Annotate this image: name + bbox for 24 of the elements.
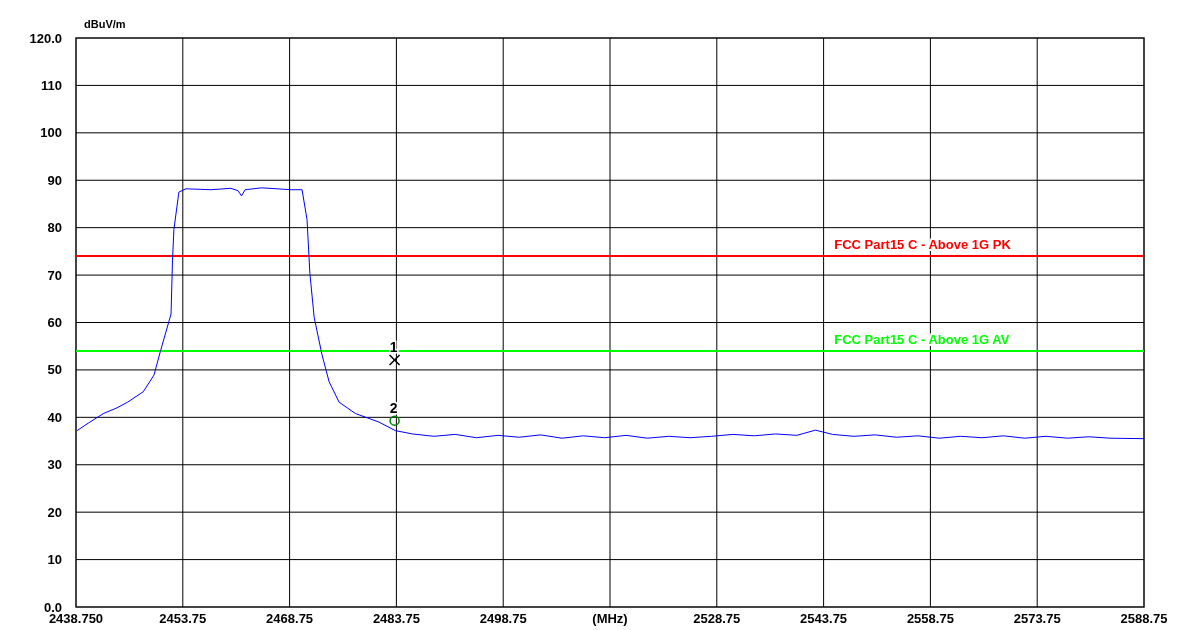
y-tick-label: 60: [47, 315, 62, 331]
y-tick-label: 50: [47, 362, 62, 378]
y-tick-label: 30: [47, 457, 62, 473]
x-tick-label: 2498.75: [479, 611, 527, 626]
x-tick-label: 2453.75: [159, 611, 207, 626]
x-tick-label: 2528.75: [693, 611, 741, 626]
line-series: [76, 187, 1145, 440]
y-tick-label: 120.0: [29, 30, 62, 46]
y-axis-title: dBuV/m: [84, 18, 126, 30]
x-tick-label: 2573.75: [1013, 611, 1061, 626]
y-tick-label: 20: [47, 504, 62, 520]
x-tick-label: 2468.75: [266, 611, 314, 626]
y-tick-label: 110: [41, 77, 62, 93]
y-tick-label: 40: [47, 409, 62, 425]
x-tick-label: 2483.75: [372, 611, 420, 626]
y-tick-label: 70: [47, 267, 62, 283]
x-axis-title: (MHz): [592, 611, 628, 626]
y-tick-label: 90: [47, 172, 62, 188]
y-tick-label: 80: [47, 220, 62, 236]
x-tick-label: 2543.75: [800, 611, 848, 626]
y-tick-label: 100: [40, 125, 62, 141]
x-tick-label: 2588.75: [1120, 611, 1168, 626]
y-tick-label: 10: [47, 552, 62, 568]
x-tick-label: 2558.75: [906, 611, 954, 626]
